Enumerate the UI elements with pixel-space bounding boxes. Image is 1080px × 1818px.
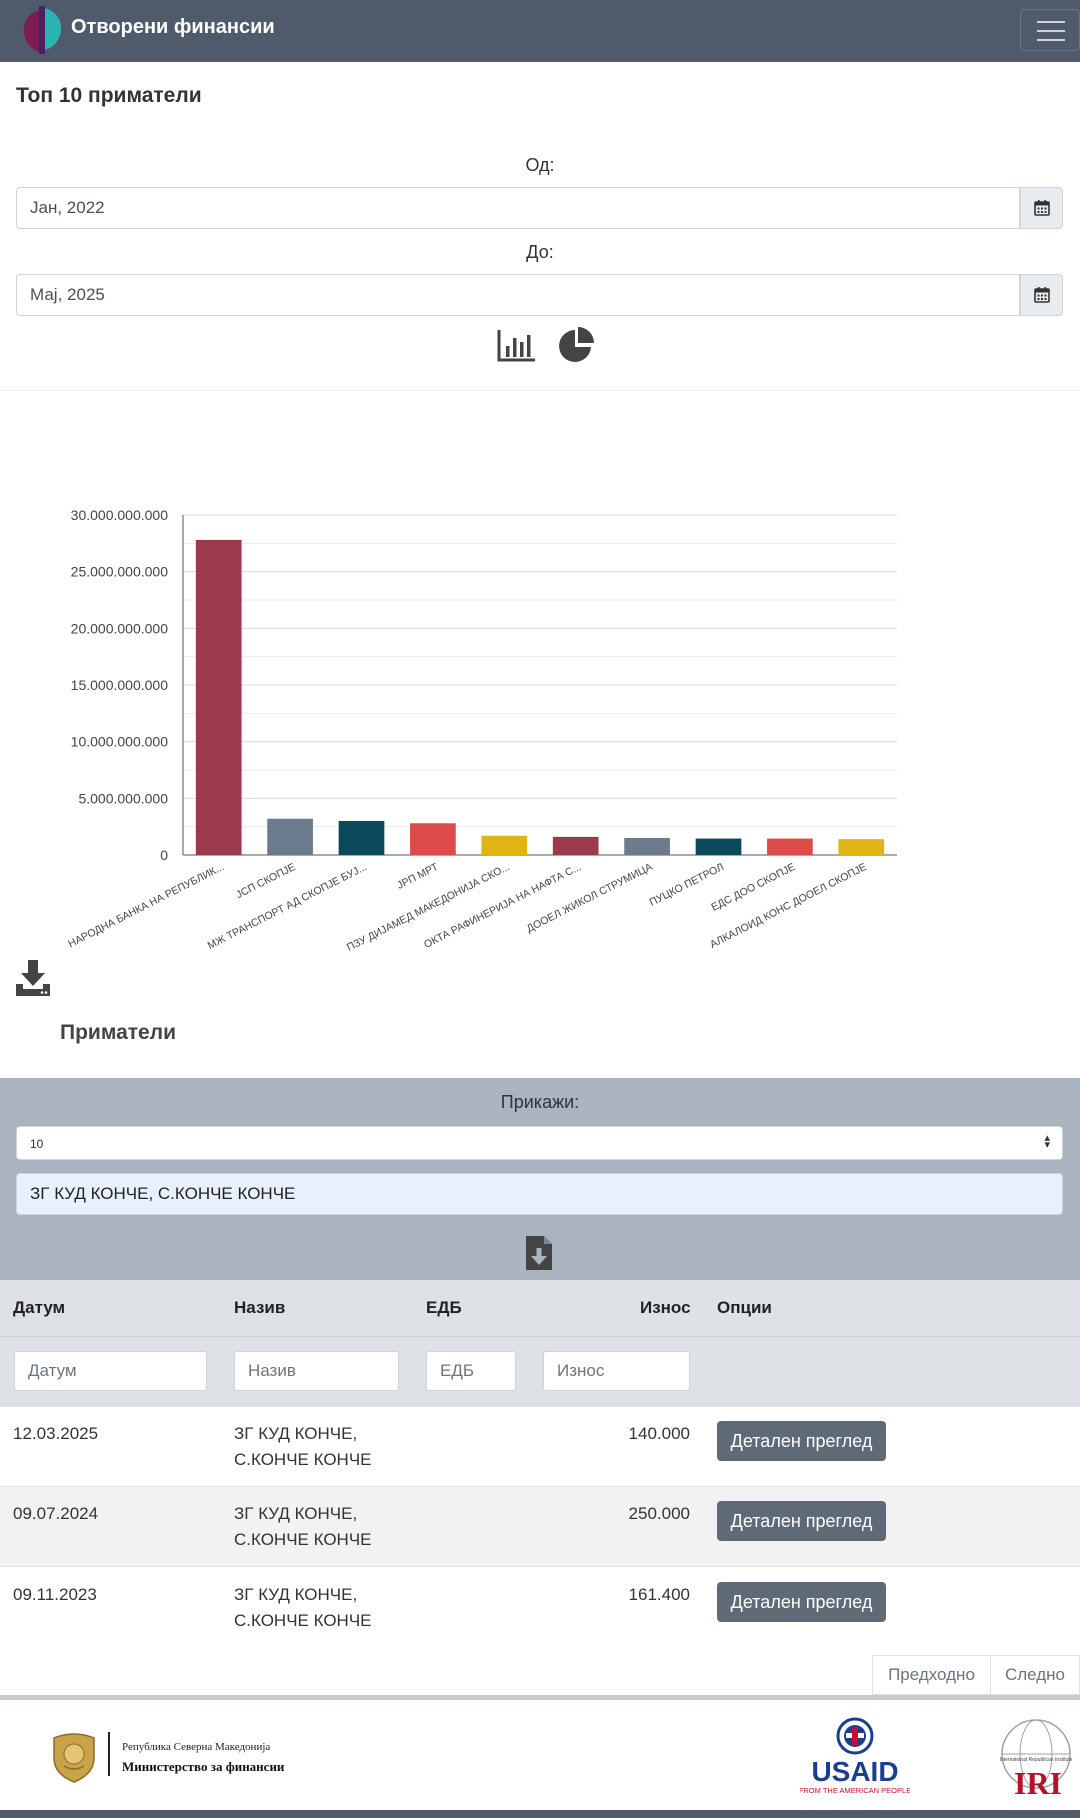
chart-bar — [624, 838, 670, 855]
app-title[interactable]: Отворени финансии — [71, 16, 275, 38]
row-name: ЗГ КУД КОНЧЕ, С.КОНЧЕ КОНЧЕ — [234, 1421, 372, 1473]
row-date: 12.03.2025 — [13, 1424, 99, 1443]
to-calendar-button[interactable] — [1020, 274, 1063, 316]
chart-y-tick-label: 30.000.000.000 — [71, 507, 169, 523]
chart-y-tick-label: 25.000.000.000 — [71, 564, 169, 580]
chart-y-tick-label: 15.000.000.000 — [71, 677, 169, 693]
chart-y-tick-label: 0 — [160, 847, 168, 863]
usaid-text: USAID — [811, 1756, 898, 1787]
date-filter-input[interactable]: Датум — [14, 1351, 207, 1391]
pagination-next[interactable]: Следно — [990, 1655, 1080, 1695]
table-row — [0, 1486, 1080, 1566]
iri-text: IRI — [1014, 1765, 1062, 1800]
open-finance-logo-icon[interactable] — [20, 4, 64, 56]
table-header — [0, 1280, 1080, 1336]
iri-logo[interactable]: International Republican Institute IRI — [986, 1716, 1080, 1800]
row-name: ЗГ КУД КОНЧЕ, С.КОНЧЕ КОНЧЕ — [234, 1582, 372, 1634]
footer-bottom-bar — [0, 1810, 1080, 1818]
chart-y-tick-label: 10.000.000.000 — [71, 734, 169, 750]
hamburger-icon-bar — [1037, 30, 1065, 32]
chart-x-tick-label: ЈРП МРТ — [395, 861, 441, 892]
detail-view-button[interactable]: Детален преглед — [717, 1501, 886, 1541]
ministry-name: Министерство за финансии — [122, 1759, 285, 1774]
chart-y-tick-label: 5.000.000.000 — [78, 790, 168, 806]
recipients-title: Приматели — [60, 1021, 176, 1044]
file-download-icon[interactable] — [524, 1234, 554, 1272]
chart-bar — [338, 821, 385, 855]
row-name-line: ЗГ КУД КОНЧЕ, — [234, 1585, 358, 1604]
hamburger-icon — [1037, 21, 1065, 23]
sort-arrows-icon: ▴ ▾ — [1044, 1132, 1050, 1151]
footer-divider — [0, 1695, 1080, 1700]
top-recipients-bar-chart: 0 5.000.000.000 10.000.000.000 15.000.000.0… — [66, 507, 897, 954]
chart-bar — [695, 838, 742, 855]
chart-bar — [838, 839, 885, 855]
iri-small-text: International Republican Institute — [1000, 1757, 1073, 1763]
chart-bar — [195, 539, 242, 855]
table-row — [0, 1566, 1080, 1646]
row-amount: 250.000 — [628, 1504, 690, 1523]
page-title: Топ 10 приматели — [16, 84, 202, 107]
chart-bar — [410, 823, 456, 855]
chart-x-tick-label: ДООЕЛ ЖИКОЛ СТРУМИЦА — [525, 861, 655, 935]
calendar-icon — [1034, 200, 1050, 216]
search-input[interactable]: ЗГ КУД КОНЧЕ, С.КОНЧЕ КОНЧЕ — [16, 1173, 1063, 1215]
hamburger-icon-bar — [1037, 39, 1065, 41]
row-name-line: С.КОНЧЕ КОНЧЕ — [234, 1450, 372, 1469]
table-row — [0, 1406, 1080, 1486]
chart-x-tick-label: ЈСП СКОПЈЕ — [234, 861, 297, 901]
detail-view-button[interactable]: Детален преглед — [717, 1582, 886, 1622]
to-date-input[interactable]: Мај, 2025 — [16, 274, 1020, 316]
show-label: Прикажи: — [500, 1092, 580, 1112]
detail-view-button[interactable]: Детален преглед — [717, 1421, 886, 1461]
chart-bar — [552, 836, 599, 855]
page-size-select[interactable]: 10 ▴ ▾ — [16, 1126, 1063, 1160]
edb-filter-input[interactable]: ЕДБ — [426, 1351, 516, 1391]
row-name: ЗГ КУД КОНЧЕ, С.КОНЧЕ КОНЧЕ — [234, 1501, 372, 1553]
row-name-line: С.КОНЧЕ КОНЧЕ — [234, 1611, 372, 1630]
ministry-country: Република Северна Македонија — [122, 1741, 271, 1753]
row-date: 09.07.2024 — [13, 1504, 99, 1523]
from-date-input[interactable]: Јан, 2022 — [16, 187, 1020, 229]
chart-x-tick-label: НАРОДНА БАНКА НА РЕПУБЛИК... — [66, 861, 226, 950]
header-name[interactable]: Назив — [234, 1298, 286, 1317]
ministry-emblem-icon — [53, 1733, 95, 1783]
from-label: Од: — [525, 155, 555, 175]
row-name-line: ЗГ КУД КОНЧЕ, — [234, 1504, 358, 1523]
chart-bar — [481, 835, 528, 855]
menu-toggle-button[interactable] — [1020, 9, 1080, 51]
header-amount[interactable]: Износ — [640, 1298, 691, 1317]
navbar: Отворени финансии — [0, 0, 1080, 62]
usaid-tagline: FROM THE AMERICAN PEOPLE — [800, 1786, 910, 1795]
pagination-previous[interactable]: Предходно — [872, 1655, 991, 1695]
bar-chart-icon[interactable] — [497, 326, 537, 364]
download-icon[interactable] — [14, 958, 52, 998]
from-calendar-button[interactable] — [1020, 187, 1063, 229]
usaid-logo[interactable]: USAID FROM THE AMERICAN PEOPLE — [800, 1716, 910, 1796]
pie-chart-icon[interactable] — [557, 326, 597, 364]
ministry-separator — [108, 1732, 110, 1776]
header-date[interactable]: Датум — [13, 1298, 66, 1317]
calendar-icon — [1034, 287, 1050, 303]
chart-bar — [267, 818, 313, 855]
header-options: Опции — [717, 1298, 772, 1317]
row-name-line: ЗГ КУД КОНЧЕ, — [234, 1424, 358, 1443]
amount-filter-input[interactable]: Износ — [543, 1351, 690, 1391]
row-amount: 140.000 — [628, 1424, 690, 1443]
row-date: 09.11.2023 — [13, 1585, 97, 1604]
header-edb[interactable]: ЕДБ — [426, 1298, 462, 1317]
name-filter-input[interactable]: Назив — [234, 1351, 399, 1391]
chart-y-tick-label: 20.000.000.000 — [71, 620, 169, 636]
row-amount: 161.400 — [628, 1585, 690, 1604]
section-divider — [0, 390, 1080, 391]
row-name-line: С.КОНЧЕ КОНЧЕ — [234, 1530, 372, 1549]
to-label: До: — [526, 242, 554, 262]
chart-bar — [767, 838, 813, 855]
page-size-value: 10 — [30, 1137, 44, 1151]
